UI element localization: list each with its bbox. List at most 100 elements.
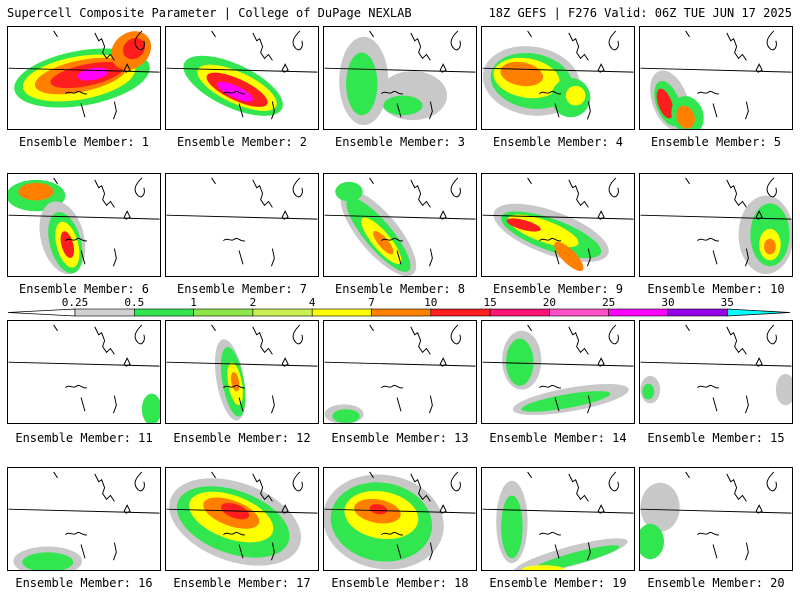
ensemble-member-label: Ensemble Member: 2 [176,135,308,149]
scp-map [166,30,318,120]
ensemble-map-panel [481,467,635,571]
colorbar-tick-label: 15 [483,296,497,309]
scp-contour [18,182,54,201]
ensemble-map-panel [165,26,319,130]
ensemble-map-panel [639,26,793,130]
scp-map [640,324,792,414]
ensemble-map-panel [323,467,477,571]
colorbar-tick-label: 30 [661,296,675,309]
ensemble-member-label: Ensemble Member: 10 [647,282,785,296]
colorbar-tick-label: 25 [602,296,616,309]
scp-map [8,471,160,570]
colorbar-tick-label: 4 [308,296,316,309]
scp-map [482,30,634,120]
colorbar-swatch [252,308,313,317]
ensemble-member-label: Ensemble Member: 18 [331,576,469,590]
scp-map [324,471,476,570]
ensemble-map-panel [639,173,793,277]
ensemble-map-panel [323,173,477,277]
scp-map [640,471,792,561]
ensemble-member-label: Ensemble Member: 13 [331,431,469,445]
ensemble-member-label: Ensemble Member: 12 [173,431,311,445]
ensemble-map-panel [165,467,319,571]
scp-contour [373,230,394,255]
colorbar-tick-label: 0.5 [124,296,145,309]
colorbar-swatch [371,308,432,317]
ensemble-member-label: Ensemble Member: 8 [334,282,466,296]
scp-contour [500,61,544,87]
scp-contour [565,85,586,106]
ensemble-member-label: Ensemble Member: 11 [15,431,153,445]
title-right: 18Z GEFS | F276 Valid: 06Z TUE JUN 17 20… [488,6,792,20]
ensemble-member-label: Ensemble Member: 17 [173,576,311,590]
scp-contour [532,545,620,570]
scp-contour [554,241,584,272]
title-left: Supercell Composite Parameter | College … [7,6,412,20]
scp-map [8,324,160,423]
ensemble-map-panel [165,173,319,277]
scp-map [166,177,318,267]
scp-contour [123,37,146,60]
ensemble-member-label: Ensemble Member: 4 [492,135,624,149]
ensemble-map-panel [7,320,161,424]
scp-contour [506,218,541,232]
ensemble-member-label: Ensemble Member: 1 [18,135,150,149]
scp-map [482,471,634,570]
colorbar-swatch [74,308,135,317]
ensemble-map-panel [639,320,793,424]
scp-map [324,30,476,126]
colorbar-tick-label: 7 [368,296,375,309]
scp-contour [383,95,423,116]
scp-contour [332,409,360,423]
scp-map [166,324,318,421]
ensemble-member-label: Ensemble Member: 19 [489,576,627,590]
colorbar-swatch [667,308,728,317]
ensemble-map-panel [323,320,477,424]
ensemble-member-label: Ensemble Member: 9 [492,282,624,296]
scp-contour [775,373,792,406]
color-scale-legend [7,308,791,317]
ensemble-map-panel [7,26,161,130]
colorbar-swatch [430,308,491,317]
ensemble-member-label: Ensemble Member: 15 [647,431,785,445]
colorbar-upper-arrow [726,308,791,317]
colorbar-swatch [608,308,669,317]
scp-map [8,30,160,120]
scp-map [8,177,160,275]
ensemble-map-panel [7,173,161,277]
ensemble-member-label: Ensemble Member: 7 [176,282,308,296]
ensemble-map-panel [7,467,161,571]
scp-contour [22,552,74,570]
colorbar-tick-label: 10 [424,296,438,309]
ensemble-map-panel [481,173,635,277]
scp-contour [521,565,565,570]
colorbar-lower-arrow [7,308,76,317]
scp-contour [640,482,680,532]
scp-contour [656,88,674,119]
colorbar-swatch [489,308,550,317]
ensemble-member-label: Ensemble Member: 5 [650,135,782,149]
colorbar-swatch [193,308,254,317]
ensemble-member-label: Ensemble Member: 14 [489,431,627,445]
scp-contour [501,495,523,559]
colorbar-tick-label: 0.25 [61,296,89,309]
scp-contour [640,523,665,560]
ensemble-map-panel [165,320,319,424]
scp-contour [642,383,655,400]
scp-contour [60,231,75,258]
scp-map [482,177,634,272]
colorbar-tick-label: 20 [542,296,557,309]
colorbar-tick-label: 35 [720,296,734,309]
ensemble-map-panel [323,26,477,130]
scp-map [482,324,634,415]
ensemble-map-panel [481,26,635,130]
scp-map [640,30,792,129]
colorbar-tick-label: 1 [190,296,197,309]
scp-contour [676,105,695,129]
scp-contour [141,393,160,423]
colorbar-swatch [549,308,610,317]
scp-map [166,471,318,566]
scp-contour [764,238,776,255]
scp-map [324,324,476,423]
scp-contour [506,338,534,386]
